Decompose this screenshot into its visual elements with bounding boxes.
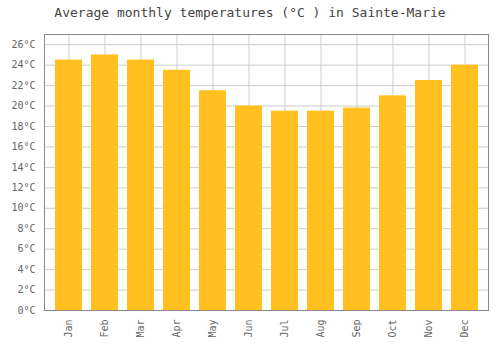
svg-text:14°C: 14°C [11,162,35,173]
svg-text:20°C: 20°C [11,100,35,111]
svg-text:0°C: 0°C [17,305,35,316]
svg-text:26°C: 26°C [11,39,35,50]
svg-text:4°C: 4°C [17,264,35,275]
svg-text:18°C: 18°C [11,121,35,132]
svg-text:Nov: Nov [423,320,434,338]
svg-text:6°C: 6°C [17,243,35,254]
svg-text:Jun: Jun [243,320,254,338]
svg-text:Dec: Dec [459,320,470,338]
svg-text:22°C: 22°C [11,80,35,91]
svg-text:May: May [207,320,218,338]
svg-text:8°C: 8°C [17,223,35,234]
svg-text:Sep: Sep [351,320,362,338]
svg-text:Apr: Apr [171,320,182,338]
svg-text:Jan: Jan [63,320,74,338]
html-text:Average monthly temperatures (: Average monthly temperatures (°C ) in Sa… [54,5,446,20]
svg-text:Aug: Aug [315,320,326,338]
svg-text:Feb: Feb [99,320,110,338]
svg-text:Mar: Mar [135,320,146,338]
svg-text:Oct: Oct [387,320,398,338]
svg-text:24°C: 24°C [11,59,35,70]
svg-text:2°C: 2°C [17,284,35,295]
svg-text:10°C: 10°C [11,202,35,213]
svg-text:Jul: Jul [279,320,290,338]
svg-text:16°C: 16°C [11,141,35,152]
svg-text:12°C: 12°C [11,182,35,193]
